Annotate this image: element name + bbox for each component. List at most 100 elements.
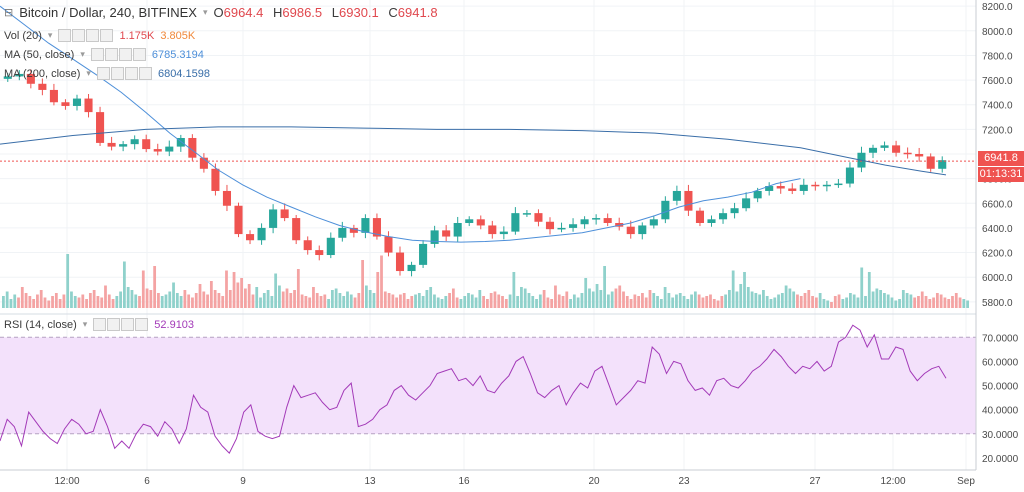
volume-bar	[100, 297, 104, 308]
ma200-legend[interactable]: MA (200, close) ▾ 6804.1598	[4, 67, 210, 80]
candle-body	[84, 98, 93, 113]
chevron-down-icon[interactable]: ▾	[202, 7, 208, 17]
legend-buttons[interactable]	[58, 29, 114, 42]
volume-bar	[720, 296, 724, 308]
settings-icon[interactable]	[104, 48, 118, 61]
volume-bar	[504, 299, 508, 308]
volume-bar	[164, 294, 168, 308]
chevron-down-icon[interactable]: ▾	[86, 68, 91, 78]
volume-bar	[917, 296, 920, 308]
volume-bar	[943, 297, 947, 308]
candle-body	[765, 186, 774, 191]
eye-icon[interactable]	[90, 48, 104, 61]
ma50-label[interactable]: MA (50, close)	[4, 48, 75, 61]
legend-buttons[interactable]	[90, 48, 146, 61]
time-tick-label: 12:00	[54, 476, 79, 487]
settings-icon[interactable]	[110, 67, 124, 80]
candle-body	[557, 227, 566, 230]
volume-bar	[281, 291, 285, 308]
volume-bar	[648, 290, 652, 308]
volume-bar	[259, 297, 262, 308]
add-icon[interactable]	[124, 67, 138, 80]
candle-body	[718, 213, 728, 220]
candle-body	[753, 190, 762, 199]
candle-body	[119, 144, 128, 147]
add-icon[interactable]	[118, 48, 132, 61]
close-icon[interactable]	[100, 29, 114, 42]
volume-bar	[561, 296, 565, 308]
collapse-icon[interactable]: ⊟	[4, 7, 14, 19]
moving-averages	[0, 5, 947, 243]
last-price-tag: 6941.8	[978, 151, 1024, 166]
add-icon[interactable]	[121, 318, 135, 331]
volume-bar	[346, 291, 349, 308]
high-value: 6986.5	[282, 5, 323, 20]
volume-bar	[849, 293, 852, 308]
time-tick-label: 20	[588, 476, 600, 487]
vol-value-1: 1.175K	[119, 29, 155, 42]
close-label: C	[388, 5, 398, 20]
rsi-label[interactable]: RSI (14, close)	[4, 318, 77, 331]
volume-bar	[603, 266, 606, 308]
volume-bar	[958, 297, 962, 308]
candle-body	[534, 213, 543, 222]
volume-bar	[81, 294, 85, 308]
close-icon[interactable]	[135, 318, 149, 331]
legend-buttons[interactable]	[96, 67, 152, 80]
candle-body	[38, 83, 47, 90]
candle-body	[15, 73, 24, 77]
ma200-label[interactable]: MA (200, close)	[4, 67, 81, 80]
legend-buttons[interactable]	[93, 318, 149, 331]
close-icon[interactable]	[138, 67, 152, 80]
close-icon[interactable]	[132, 48, 146, 61]
eye-icon[interactable]	[58, 29, 72, 42]
volume-bar	[633, 294, 637, 308]
candle-body	[511, 213, 520, 232]
candle-body	[269, 209, 278, 228]
volume-bar	[538, 294, 542, 308]
volume-bar	[425, 290, 429, 308]
volume-bar	[883, 293, 886, 308]
add-icon[interactable]	[86, 29, 100, 42]
chevron-down-icon[interactable]: ▾	[47, 30, 53, 40]
price-tick-label: 6600.0	[982, 199, 1013, 210]
volume-bar	[451, 288, 455, 308]
volume-bar	[822, 299, 826, 308]
candle-body	[430, 230, 439, 244]
time-tick-label: 12:00	[880, 476, 905, 487]
volume-bar	[191, 297, 194, 308]
volume-bar	[833, 296, 837, 308]
volume-bar	[527, 293, 531, 308]
chevron-down-icon[interactable]: ▾	[80, 49, 85, 59]
vol-legend[interactable]: Vol (20) ▾ 1.175K 3.805K	[4, 29, 195, 42]
volume-bar	[542, 290, 546, 308]
volume-bar	[565, 291, 569, 308]
ma50-legend[interactable]: MA (50, close) ▾ 6785.3194	[4, 48, 204, 61]
eye-icon[interactable]	[93, 318, 107, 331]
settings-icon[interactable]	[72, 29, 86, 42]
settings-icon[interactable]	[107, 318, 121, 331]
volume-bar	[901, 290, 905, 308]
volume-bar	[387, 293, 391, 308]
volume-bar	[780, 293, 784, 308]
volume-bar	[20, 287, 24, 308]
volume-bar	[599, 290, 603, 308]
volume-bar	[864, 296, 867, 308]
volume-bar	[470, 294, 474, 308]
volume-bar	[172, 282, 175, 308]
volume-bar	[508, 294, 512, 308]
volume-bar	[811, 296, 814, 308]
volume-bar	[667, 293, 671, 308]
eye-icon[interactable]	[96, 67, 110, 80]
symbol-title[interactable]: Bitcoin / Dollar, 240, BITFINEX	[19, 5, 197, 20]
vol-label[interactable]: Vol (20)	[4, 29, 42, 42]
price-tick-label: 7800.0	[982, 51, 1013, 62]
candle-body	[695, 210, 705, 223]
candle-body	[788, 188, 797, 191]
candle-body	[592, 218, 601, 220]
volume-bar	[637, 296, 641, 308]
rsi-legend[interactable]: RSI (14, close) ▾ 52.9103	[4, 318, 194, 331]
chevron-down-icon[interactable]: ▾	[82, 319, 88, 329]
time-tick-label: 27	[809, 476, 821, 487]
